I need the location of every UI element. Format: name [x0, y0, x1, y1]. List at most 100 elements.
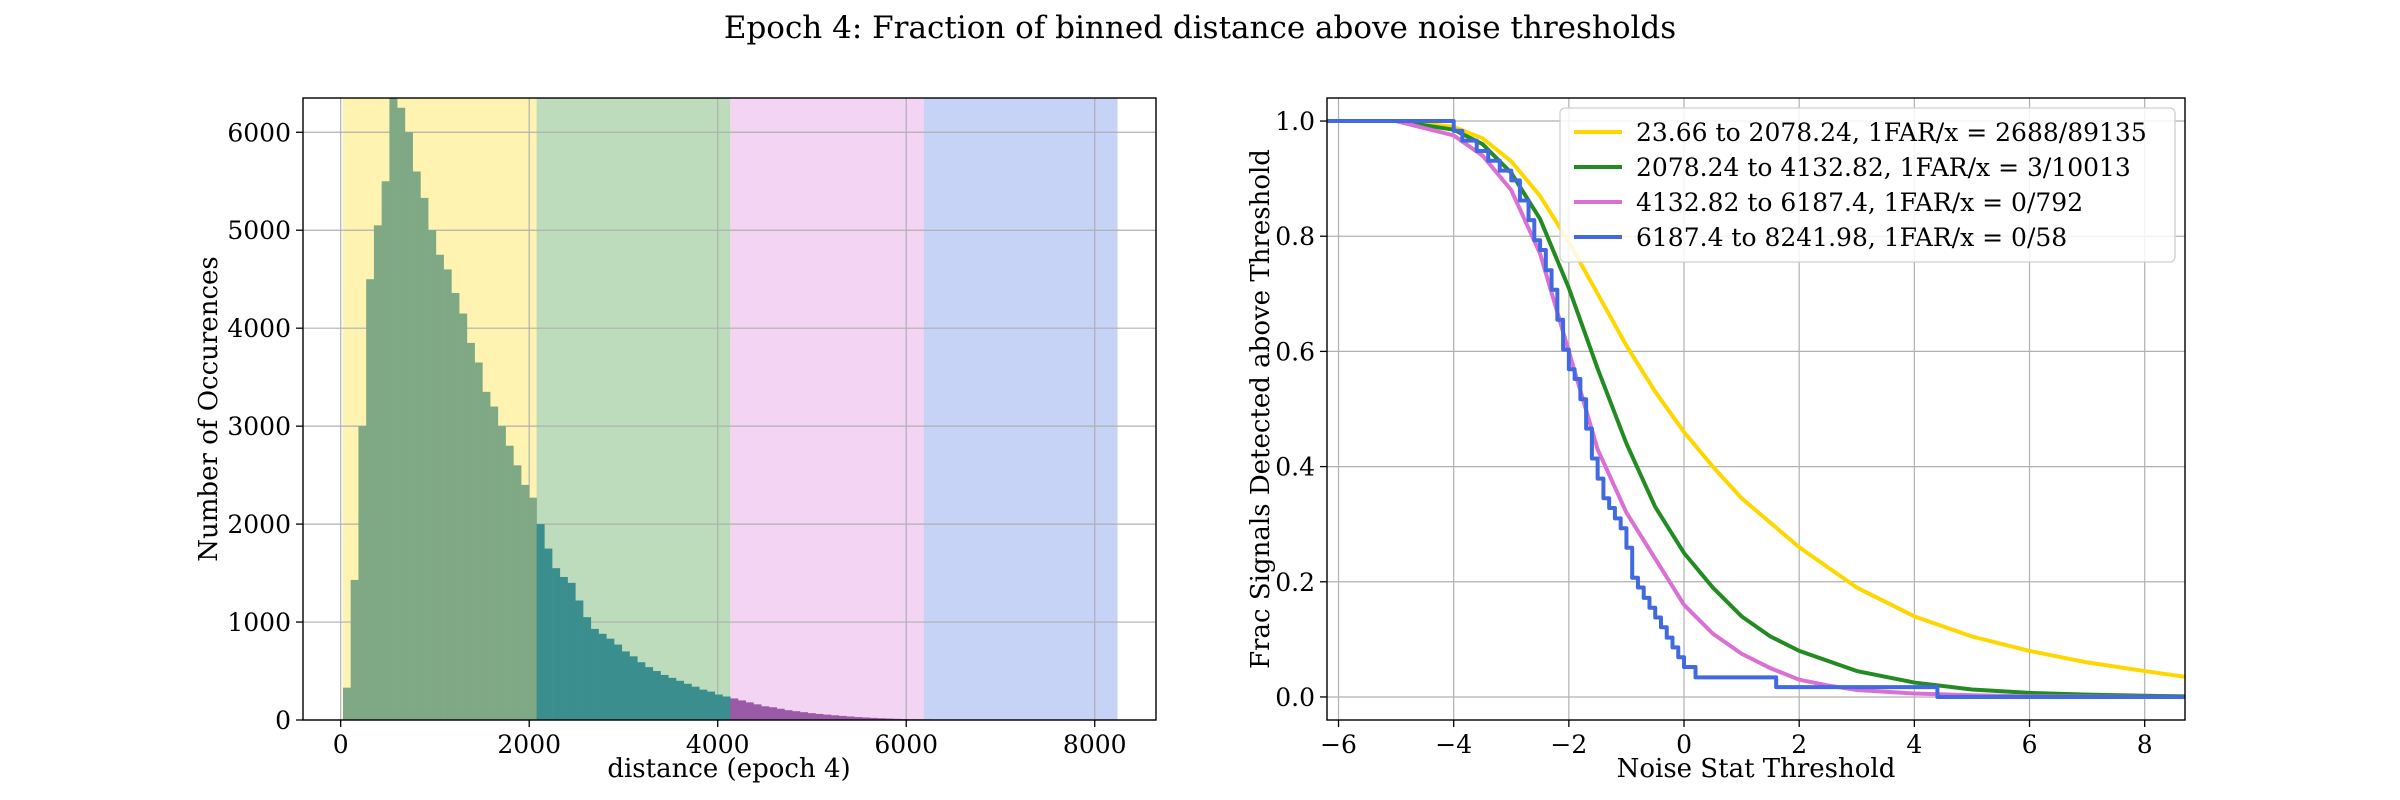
histogram-x-tick-label: 8000: [1063, 730, 1127, 759]
threshold-x-tick-label: 4: [1906, 730, 1922, 759]
histogram-bar: [745, 702, 754, 720]
histogram-bar: [373, 225, 382, 721]
threshold-x-label: Noise Stat Threshold: [1617, 754, 1896, 784]
histogram-bar: [552, 568, 561, 720]
histogram-bar: [753, 704, 762, 720]
histogram-bar: [482, 391, 491, 720]
histogram-bar: [683, 683, 692, 720]
histogram-y-tick-label: 3000: [227, 412, 291, 441]
histogram-bar: [381, 181, 390, 721]
histogram-bar: [815, 713, 824, 720]
threshold-y-tick-label: 0.8: [1275, 222, 1315, 251]
histogram-bar: [799, 712, 808, 720]
histogram-bar: [807, 713, 816, 720]
threshold-panel: −6 −4 −2 0 2 4 6 8 0.0 0.2 0.4 0.6 0.8 1.0 Noise Sta…: [1246, 97, 2186, 784]
histogram-y-tick-label: 2000: [227, 510, 291, 539]
histogram-bar: [614, 644, 623, 720]
histogram-bar: [676, 680, 685, 720]
threshold-x-ticks: −6 −4 −2 0 2 4 6 8: [1320, 720, 2153, 759]
histogram-y-tick-label: 4000: [227, 314, 291, 343]
histogram-x-tick-label: 2000: [497, 730, 561, 759]
threshold-x-tick-label: −2: [1550, 730, 1587, 759]
histogram-bar: [699, 689, 708, 720]
histogram-y-ticks: 0 1000 2000 3000 4000 5000 6000: [227, 118, 303, 735]
histogram-y-label: Number of Occurences: [194, 256, 224, 561]
histogram-bar: [668, 677, 677, 720]
histogram-bar: [846, 716, 855, 720]
histogram-bar: [451, 292, 460, 720]
histogram-x-ticks: 0 2000 4000 6000 8000: [333, 720, 1127, 759]
legend-label: 4132.82 to 6187.4, 1FAR/x = 0/792: [1636, 188, 2083, 217]
histogram-bar: [823, 714, 832, 720]
threshold-x-tick-label: 2: [1791, 730, 1807, 759]
histogram-bar: [428, 230, 437, 721]
histogram-bar: [583, 617, 592, 720]
histogram-bar: [474, 362, 483, 720]
threshold-y-label: Frac Signals Detected above Threshold: [1246, 149, 1276, 669]
histogram-bar: [830, 715, 839, 720]
histogram-y-tick-label: 1000: [227, 608, 291, 637]
histogram-bar: [714, 694, 723, 720]
histogram-bar: [466, 342, 475, 720]
histogram-bar: [559, 576, 568, 720]
histogram-bar: [691, 686, 700, 720]
series-line-2: [1327, 119, 2185, 699]
histogram-bar: [730, 698, 739, 720]
histogram-bar: [645, 667, 654, 720]
figure-title: Epoch 4: Fraction of binned distance abo…: [724, 10, 1676, 46]
histogram-y-tick-label: 6000: [227, 118, 291, 147]
histogram-bar: [544, 548, 553, 720]
histogram-bar: [761, 706, 770, 720]
legend-label: 2078.24 to 4132.82, 1FAR/x = 3/10013: [1636, 153, 2131, 182]
histogram-y-tick-label: 5000: [227, 216, 291, 245]
histogram-bar: [861, 717, 870, 720]
histogram-bar: [885, 718, 894, 720]
histogram-bar: [567, 582, 576, 720]
distance-band-3: [730, 98, 924, 720]
threshold-x-tick-label: 6: [2022, 730, 2038, 759]
histogram-bar: [606, 638, 615, 720]
histogram-bar: [776, 708, 785, 720]
histogram-bar: [652, 671, 661, 720]
histogram-bar: [397, 107, 406, 720]
threshold-frame: [1326, 97, 2186, 721]
histogram-x-tick-label: 4000: [686, 730, 750, 759]
threshold-x-tick-label: 8: [2137, 730, 2153, 759]
histogram-frame: [302, 97, 1157, 721]
histogram-x-tick-label: 6000: [874, 730, 938, 759]
histogram-bar: [854, 717, 863, 720]
histogram-bar: [342, 687, 351, 720]
histogram-bar: [490, 406, 499, 720]
histogram-bar: [637, 662, 646, 720]
histogram-bar: [660, 674, 669, 720]
histogram-bar: [443, 269, 452, 720]
threshold-y-tick-label: 0.2: [1275, 568, 1315, 597]
threshold-y-tick-label: 1.0: [1275, 107, 1315, 136]
histogram-bar: [435, 254, 444, 720]
series-line-3: [1327, 119, 2185, 699]
legend: 23.66 to 2078.24, 1FAR/x = 2688/89135 207…: [1559, 107, 2176, 263]
threshold-x-tick-label: −4: [1435, 730, 1472, 759]
histogram-y-tick-label: 0: [275, 706, 291, 735]
histogram-bar: [358, 426, 367, 720]
histogram-bar: [505, 445, 514, 720]
histogram-bar: [792, 711, 801, 720]
histogram-bar: [838, 715, 847, 720]
histogram-bar: [366, 279, 375, 720]
histogram-bar: [528, 497, 537, 720]
threshold-y-ticks: 0.0 0.2 0.4 0.6 0.8 1.0: [1275, 107, 1327, 712]
threshold-lines: [1327, 119, 2185, 699]
histogram-bar: [621, 651, 630, 720]
legend-label: 6187.4 to 8241.98, 1FAR/x = 0/58: [1636, 223, 2067, 252]
histogram-bar: [706, 691, 716, 720]
histogram-bar: [877, 718, 886, 720]
series-line-1: [1327, 119, 2185, 679]
histogram-bar: [513, 465, 522, 720]
histogram-bar: [737, 700, 747, 720]
series-line-4: [1327, 119, 2185, 699]
histogram-bar: [722, 696, 731, 720]
threshold-x-tick-label: −6: [1320, 730, 1357, 759]
histogram-bands: [342, 98, 1118, 720]
histogram-bar: [459, 313, 468, 720]
histogram-bar: [412, 171, 421, 720]
